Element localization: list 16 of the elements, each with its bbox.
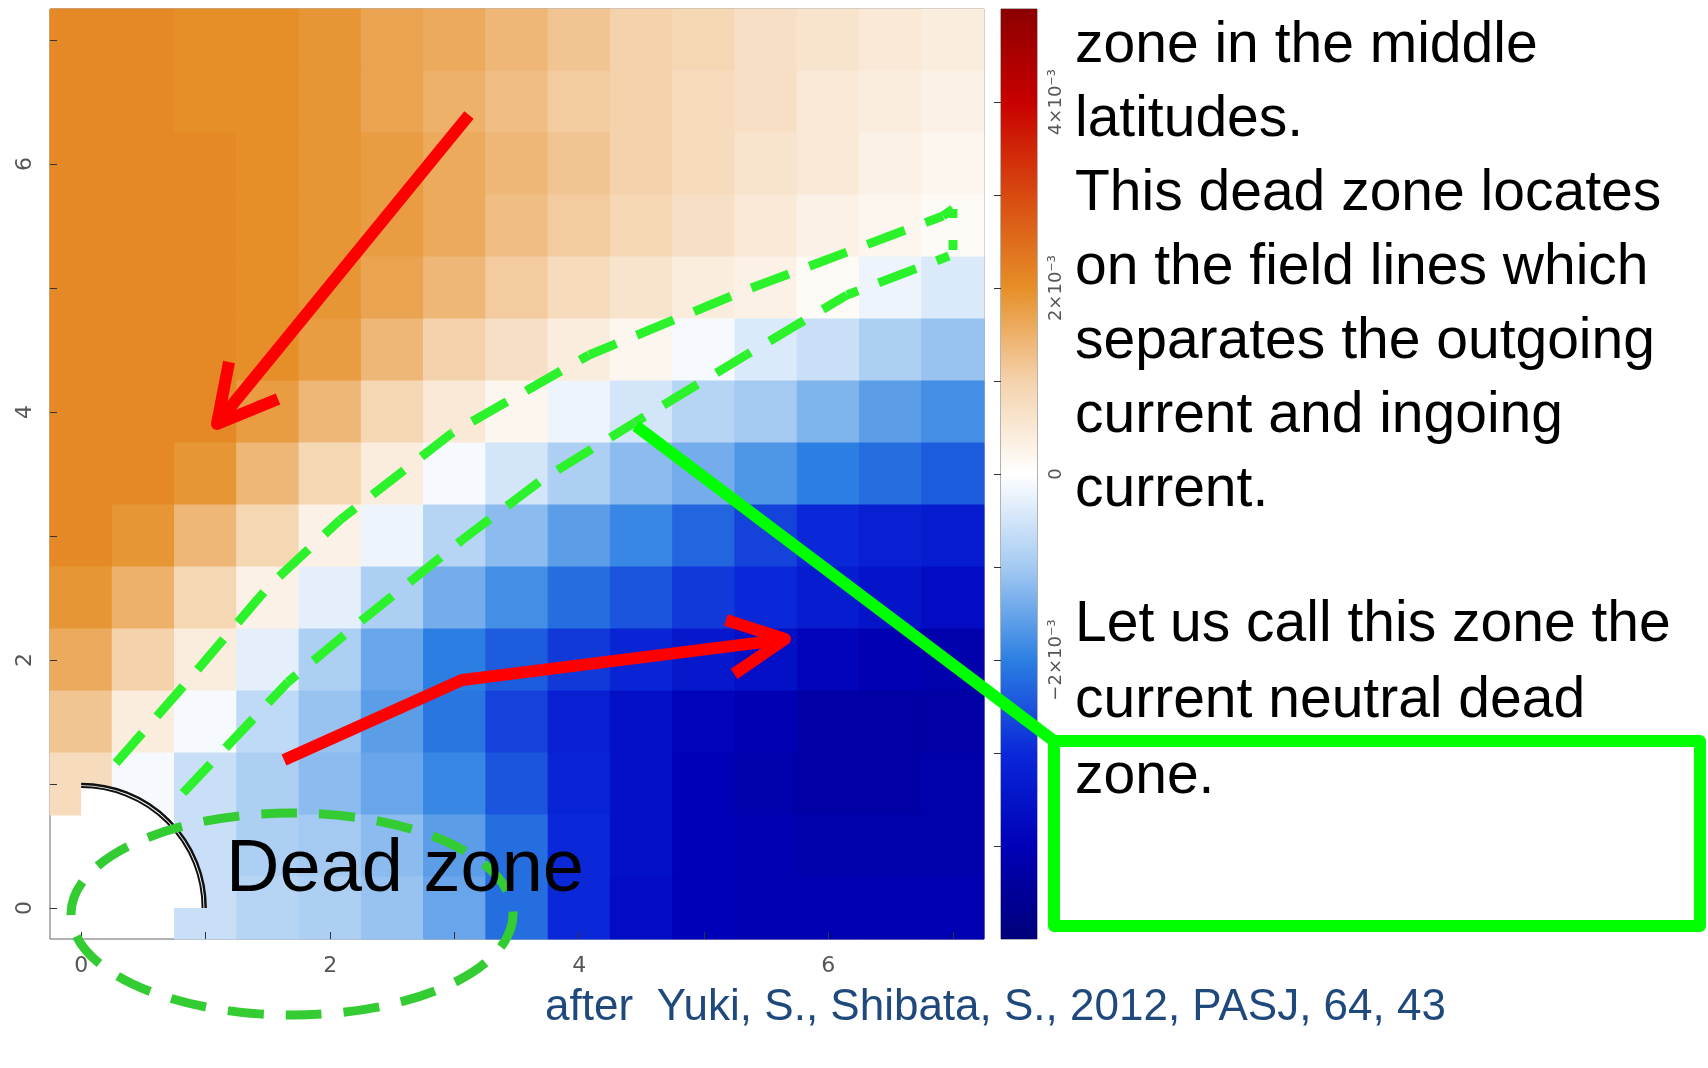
color-bar-label: 2×10⁻³ (1043, 254, 1065, 322)
color-bar-label: 4×10⁻³ (1043, 68, 1065, 136)
x-tick-label: 4 (572, 951, 587, 977)
text: Let us call this zone the current neutral dead zone. (1075, 588, 1671, 807)
y-tick-label: 6 (10, 157, 36, 171)
color-bar-label: 0 (1043, 468, 1065, 480)
y-tick-label: 4 (10, 405, 36, 419)
x-tick-label: 2 (323, 951, 338, 977)
y-tick-label: 2 (10, 653, 36, 667)
x-tick-label: 6 (821, 951, 836, 977)
y-tick-label: 0 (10, 901, 36, 915)
color-bar-label: −2×10⁻³ (1043, 619, 1065, 701)
text: after Yuki, S., Shibata, S., 2012, PASJ, 64, 43 (545, 979, 1446, 1031)
x-tick-label: 0 (74, 951, 89, 977)
text: zone in the middle latitudes. This dead zone locates on the field lines which separates the outgoing current and ingoing current. (1075, 9, 1662, 520)
annotation: Dead zone (226, 824, 584, 907)
